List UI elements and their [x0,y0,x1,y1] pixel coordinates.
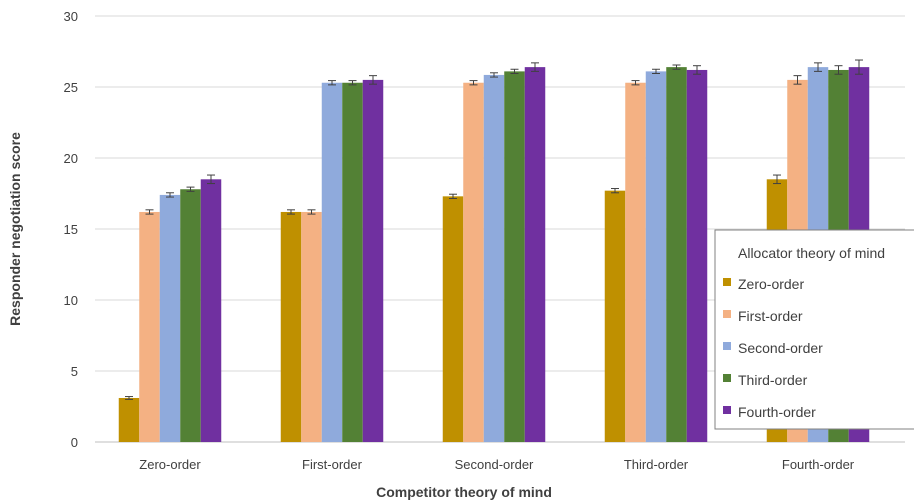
bar [625,82,646,443]
bar [118,397,140,442]
bar [463,82,484,443]
bar [139,211,160,442]
bar [362,79,384,443]
y-tick-label: 10 [64,293,78,308]
x-axis-title: Competitor theory of mind [376,484,552,500]
legend-label: First-order [738,308,803,324]
y-axis-title: Responder negotiation score [7,132,23,326]
legend-swatch [723,406,731,414]
x-tick-label: Zero-order [139,457,201,472]
bar [321,82,343,443]
bar [342,82,363,443]
legend-label: Zero-order [738,276,804,292]
x-tick-label: Fourth-order [782,457,855,472]
legend: Allocator theory of mind Zero-order First… [714,229,914,430]
y-tick-label: 0 [71,435,78,450]
legend-title: Allocator theory of mind [738,245,885,261]
legend-swatch [723,374,731,382]
bar [180,189,201,442]
bar [686,69,708,443]
bar [483,74,505,443]
legend-box [714,229,914,430]
y-tick-label: 30 [64,9,78,24]
legend-swatch [723,278,731,286]
bar [666,67,687,443]
legend-swatch [723,310,731,318]
x-tick-label: Second-order [455,457,534,472]
legend-swatch [723,342,731,350]
y-tick-label: 25 [64,80,78,95]
y-tick-label: 5 [71,364,78,379]
bar [645,71,667,442]
bar [301,211,322,442]
bar [504,71,525,442]
legend-label: Third-order [738,372,808,388]
legend-label: Second-order [738,340,823,356]
bar [442,196,464,442]
legend-label: Fourth-order [738,404,816,420]
bar [524,67,546,443]
bar [280,211,302,442]
x-tick-label: First-order [302,457,363,472]
bar [159,194,181,442]
y-axis-ticks: 0 5 10 15 20 25 30 [64,9,78,450]
y-tick-label: 15 [64,222,78,237]
x-axis-ticks: Zero-order First-order Second-order Third-o… [139,457,855,472]
bar [604,190,626,442]
y-tick-label: 20 [64,151,78,166]
x-tick-label: Third-order [624,457,689,472]
bar [200,179,222,443]
